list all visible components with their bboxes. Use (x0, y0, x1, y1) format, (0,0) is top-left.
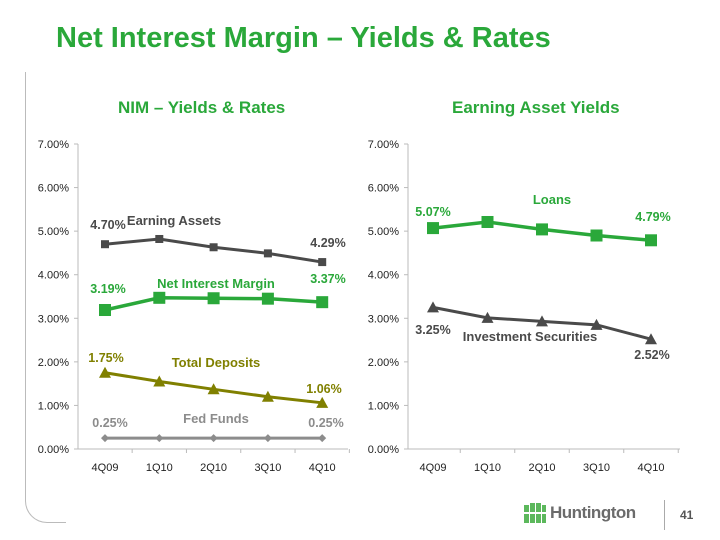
y-tick-label: 6.00% (38, 183, 69, 195)
y-tick-label: 3.00% (38, 313, 69, 325)
y-tick-label: 7.00% (368, 139, 399, 151)
data-point (207, 383, 220, 395)
data-point (209, 243, 218, 252)
data-label: 0.25% (308, 416, 343, 430)
x-tick-label: 2Q10 (200, 462, 227, 474)
data-point (153, 375, 166, 387)
series-label: Earning Assets (127, 213, 221, 228)
data-point (590, 229, 603, 242)
x-tick-label: 1Q10 (146, 462, 173, 474)
x-tick-label: 1Q10 (474, 462, 501, 474)
y-tick-label: 4.00% (368, 270, 399, 282)
series-label: Loans (533, 192, 571, 207)
series-label: Total Deposits (172, 355, 261, 370)
data-label: 4.29% (310, 236, 345, 250)
x-tick-label: 4Q10 (638, 462, 665, 474)
decorative-frame-line (25, 72, 66, 523)
series-label: Investment Securities (463, 329, 597, 344)
slide-title: Net Interest Margin – Yields & Rates (56, 22, 551, 54)
data-label: 3.19% (90, 282, 125, 296)
y-tick-label: 5.00% (368, 226, 399, 238)
y-tick-label: 6.00% (368, 183, 399, 195)
data-point (261, 390, 274, 402)
data-point (481, 311, 494, 323)
data-point (427, 301, 439, 313)
series-label: Fed Funds (183, 411, 249, 426)
data-point (427, 222, 439, 235)
y-tick-label: 2.00% (38, 357, 69, 369)
y-tick-label: 3.00% (368, 313, 399, 325)
data-point (261, 292, 274, 305)
data-point (155, 434, 164, 443)
x-tick-label: 4Q09 (420, 462, 447, 474)
data-point (645, 234, 657, 247)
data-point (209, 434, 218, 443)
data-label: 3.25% (415, 323, 450, 337)
series-label: Net Interest Margin (157, 276, 275, 291)
x-tick-label: 4Q10 (309, 462, 336, 474)
huntington-logo: Huntington (524, 503, 636, 523)
data-point (263, 434, 272, 443)
data-point (536, 315, 548, 327)
data-point (316, 396, 329, 408)
data-label: 3.37% (310, 272, 345, 286)
data-point (99, 366, 111, 378)
y-tick-label: 4.00% (38, 270, 69, 282)
data-label: 1.75% (88, 351, 123, 365)
x-tick-label: 3Q10 (583, 462, 610, 474)
logo-icon (524, 503, 546, 523)
data-point (590, 318, 603, 330)
data-point (207, 292, 220, 305)
y-tick-label: 1.00% (368, 400, 399, 412)
divider (664, 500, 665, 530)
data-point (101, 434, 109, 443)
data-point (153, 291, 166, 304)
logo-text: Huntington (550, 503, 636, 522)
data-point (263, 249, 272, 258)
data-point (481, 215, 494, 228)
x-tick-label: 2Q10 (529, 462, 556, 474)
chart-title-nim: NIM – Yields & Rates (118, 98, 286, 117)
data-point (645, 333, 657, 345)
data-point (99, 304, 111, 317)
x-tick-label: 4Q09 (92, 462, 119, 474)
data-label: 2.52% (634, 348, 669, 362)
x-tick-label: 3Q10 (254, 462, 281, 474)
page-number: 41 (680, 508, 694, 522)
y-tick-label: 0.00% (368, 444, 399, 456)
y-tick-label: 5.00% (38, 226, 69, 238)
y-tick-label: 1.00% (38, 400, 69, 412)
data-point (318, 258, 327, 267)
data-point (101, 240, 109, 249)
data-label: 5.07% (415, 205, 450, 219)
data-point (536, 223, 548, 236)
data-label: 0.25% (92, 416, 127, 430)
data-point (155, 234, 164, 243)
y-tick-label: 2.00% (368, 357, 399, 369)
data-label: 4.70% (90, 218, 125, 232)
data-point (318, 434, 327, 443)
data-label: 1.06% (306, 382, 341, 396)
data-point (316, 296, 329, 309)
chart-title-earning-asset-yields: Earning Asset Yields (452, 98, 620, 117)
y-tick-label: 7.00% (38, 139, 69, 151)
y-tick-label: 0.00% (38, 444, 69, 456)
data-label: 4.79% (635, 210, 670, 224)
